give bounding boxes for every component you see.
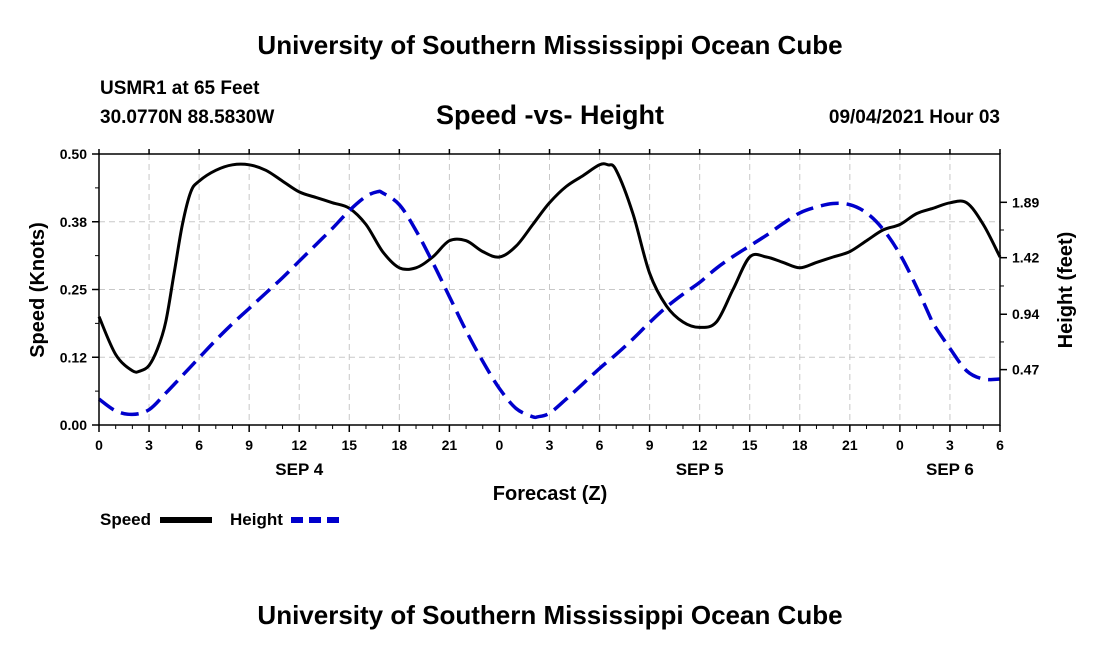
station-label: USMR1 at 65 Feet bbox=[100, 78, 260, 99]
y-left-tick-label: 0.00 bbox=[60, 417, 87, 433]
legend-height-label: Height bbox=[230, 510, 283, 529]
y-left-tick-label: 0.50 bbox=[60, 146, 87, 162]
legend: Speed Height bbox=[100, 510, 343, 529]
y-right-tick-label: 1.42 bbox=[1012, 250, 1039, 266]
x-tick-label: 15 bbox=[742, 437, 758, 453]
x-tick-label: 21 bbox=[842, 437, 858, 453]
legend-speed-label: Speed bbox=[100, 510, 151, 529]
series-height-line bbox=[97, 189, 1001, 420]
x-tick-label: 9 bbox=[646, 437, 654, 453]
x-tick-label: 0 bbox=[95, 437, 103, 453]
x-tick-label: 12 bbox=[692, 437, 708, 453]
y-axis-right-label: Height (feet) bbox=[1055, 232, 1077, 349]
y-right-tick-label: 1.89 bbox=[1012, 194, 1039, 210]
x-tick-label: 0 bbox=[896, 437, 904, 453]
x-tick-label: 18 bbox=[392, 437, 408, 453]
grid bbox=[99, 154, 1000, 425]
x-tick-label: 6 bbox=[195, 437, 203, 453]
x-tick-label: 6 bbox=[596, 437, 604, 453]
y-right-tick-label: 0.94 bbox=[1012, 306, 1039, 322]
x-tick-label: 18 bbox=[792, 437, 808, 453]
x-tick-label: 3 bbox=[546, 437, 554, 453]
date-label: SEP 4 bbox=[275, 460, 323, 479]
station-coordinates: 30.0770N 88.5830W bbox=[100, 107, 275, 128]
x-tick-label: 0 bbox=[496, 437, 504, 453]
date-label: SEP 6 bbox=[926, 460, 974, 479]
x-tick-label: 6 bbox=[996, 437, 1004, 453]
y-right-tick-label: 0.47 bbox=[1012, 362, 1039, 378]
series-speed-line bbox=[97, 162, 1002, 374]
y-left-tick-label: 0.25 bbox=[60, 282, 87, 298]
x-axis-label: Forecast (Z) bbox=[493, 483, 607, 505]
x-tick-label: 21 bbox=[442, 437, 458, 453]
x-tick-label: 9 bbox=[245, 437, 253, 453]
y-axis-left-label: Speed (Knots) bbox=[27, 222, 49, 358]
x-tick-label: 15 bbox=[341, 437, 357, 453]
date-label: SEP 5 bbox=[676, 460, 724, 479]
y-left-tick-label: 0.12 bbox=[60, 349, 87, 365]
page-title: University of Southern Mississippi Ocean… bbox=[257, 30, 843, 60]
series-layer bbox=[97, 162, 1002, 420]
chart-title: Speed -vs- Height bbox=[435, 100, 665, 130]
footer-title: University of Southern Mississippi Ocean… bbox=[257, 600, 843, 630]
y-left-tick-label: 0.38 bbox=[60, 214, 87, 230]
x-tick-label: 3 bbox=[946, 437, 954, 453]
forecast-datetime: 09/04/2021 Hour 03 bbox=[828, 107, 1000, 128]
x-tick-label: 3 bbox=[145, 437, 153, 453]
x-tick-label: 12 bbox=[291, 437, 307, 453]
axes: 0 3 6 9 12 15 18 21 0 3 6 9 12 15 18 21 0 3 6 SEP 4 SEP 5 SEP… bbox=[60, 146, 1040, 479]
